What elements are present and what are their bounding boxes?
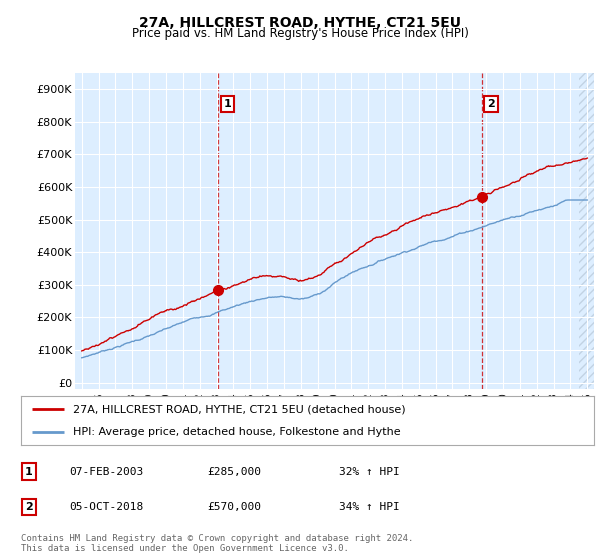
Text: 1: 1 xyxy=(223,99,231,109)
Text: 2: 2 xyxy=(25,502,32,512)
Text: 27A, HILLCREST ROAD, HYTHE, CT21 5EU: 27A, HILLCREST ROAD, HYTHE, CT21 5EU xyxy=(139,16,461,30)
Text: Contains HM Land Registry data © Crown copyright and database right 2024.
This d: Contains HM Land Registry data © Crown c… xyxy=(21,534,413,553)
Text: HPI: Average price, detached house, Folkestone and Hythe: HPI: Average price, detached house, Folk… xyxy=(73,427,400,437)
Text: 32% ↑ HPI: 32% ↑ HPI xyxy=(339,466,400,477)
Text: Price paid vs. HM Land Registry's House Price Index (HPI): Price paid vs. HM Land Registry's House … xyxy=(131,27,469,40)
Text: 07-FEB-2003: 07-FEB-2003 xyxy=(69,466,143,477)
Bar xyxy=(579,57,594,399)
Text: 34% ↑ HPI: 34% ↑ HPI xyxy=(339,502,400,512)
Text: 05-OCT-2018: 05-OCT-2018 xyxy=(69,502,143,512)
Text: 2: 2 xyxy=(487,99,495,109)
Text: £285,000: £285,000 xyxy=(207,466,261,477)
Text: 1: 1 xyxy=(25,466,32,477)
Text: £570,000: £570,000 xyxy=(207,502,261,512)
Text: 27A, HILLCREST ROAD, HYTHE, CT21 5EU (detached house): 27A, HILLCREST ROAD, HYTHE, CT21 5EU (de… xyxy=(73,404,405,414)
